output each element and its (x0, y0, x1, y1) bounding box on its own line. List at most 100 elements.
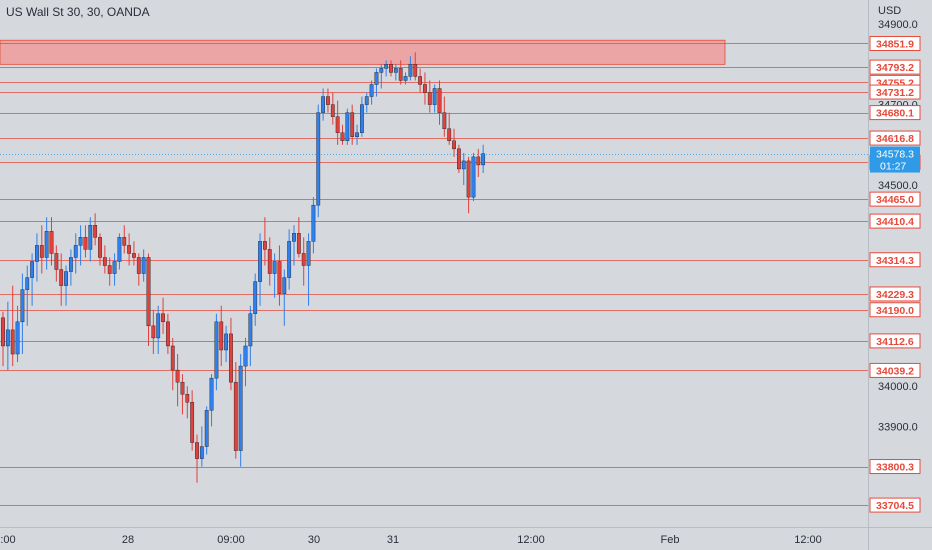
level-label-box (869, 59, 921, 75)
level-label-box (869, 84, 921, 100)
level-label: 34410.4 (876, 216, 914, 228)
candle-body (83, 237, 88, 250)
level-label: 34793.2 (876, 62, 914, 74)
level-label: 34229.3 (876, 289, 914, 301)
candle-body (457, 148, 461, 170)
candle-body (54, 253, 59, 270)
candle-body (102, 257, 107, 266)
candle-body (199, 446, 204, 459)
candle-body (151, 325, 156, 339)
candle-body (442, 112, 447, 129)
candle-body (175, 369, 180, 383)
symbol-title: US Wall St 30, 30, OANDA (6, 5, 150, 19)
candle-body (161, 313, 165, 323)
candle-body (98, 237, 102, 258)
candle-body (292, 233, 296, 242)
level-label: 34314.3 (876, 255, 914, 267)
candle-body (190, 402, 195, 443)
level-label: 34465.0 (876, 194, 914, 206)
level-label: 33800.3 (876, 462, 914, 474)
candle-body (10, 329, 15, 355)
candle-body (224, 333, 228, 351)
x-tick-label: 12:00 (794, 534, 822, 546)
x-tick-label: 09:00 (217, 534, 245, 546)
candle-body (170, 345, 175, 371)
x-tick-label: Feb (661, 534, 680, 546)
candle-body (461, 160, 466, 170)
candle-body (379, 68, 384, 73)
last-price-label: 34578.3 (876, 149, 914, 161)
candle-body (68, 257, 73, 272)
candle-body (180, 381, 185, 395)
candle-body (248, 313, 253, 347)
candle-body (427, 92, 432, 105)
last-price-box (870, 146, 920, 173)
level-label: 34112.6 (876, 336, 914, 348)
candle-body (471, 156, 476, 198)
candle-body (393, 68, 398, 73)
candle-body (253, 281, 258, 314)
level-label-box (869, 191, 921, 207)
candle-body (112, 261, 117, 274)
candle-body (384, 64, 389, 69)
level-label-box (869, 286, 921, 302)
candle-body (403, 76, 408, 81)
candle-body (355, 132, 359, 137)
level-label-box (869, 497, 921, 513)
resistance-zone (0, 39, 726, 65)
candle-body (326, 96, 330, 105)
candle-body (107, 265, 112, 274)
level-label: 34680.1 (876, 108, 914, 120)
candle-body (340, 132, 345, 142)
candle-body (447, 128, 452, 142)
candle-body (476, 156, 481, 166)
candle-body (122, 237, 127, 246)
candle-body (413, 64, 418, 77)
candle-body (306, 241, 311, 266)
level-label-box (869, 213, 921, 229)
level-label: 34616.8 (876, 133, 914, 145)
candle-body (238, 365, 243, 451)
level-label-box (869, 333, 921, 349)
candle-body (73, 245, 78, 258)
y-tick-label: 34000.0 (878, 381, 918, 393)
candle-body (321, 96, 325, 113)
candle-body (389, 64, 393, 73)
candle-body (282, 277, 287, 294)
x-tick-label: 30 (308, 534, 320, 546)
candle-body (364, 96, 369, 105)
y-tick-label: 34900.0 (878, 19, 918, 31)
candle-body (408, 64, 413, 77)
candle-body (287, 241, 292, 278)
level-label-box (869, 130, 921, 146)
candle-body (423, 84, 427, 93)
candle-body (350, 112, 355, 137)
candle-body (267, 249, 272, 274)
candle-body (146, 257, 151, 327)
countdown-label: 01:27 (880, 161, 906, 173)
candle-body (35, 245, 39, 262)
x-tick-label: :00 (0, 534, 15, 546)
level-label: 34190.0 (876, 305, 914, 317)
x-tick-label: 31 (387, 534, 399, 546)
candle-body (311, 204, 316, 242)
candle-body (452, 140, 456, 150)
candle-body (418, 76, 422, 85)
candle-body (156, 313, 161, 339)
level-label-box (869, 362, 921, 378)
candle-body (78, 237, 83, 246)
candle-body (132, 253, 136, 258)
candle-body (360, 104, 364, 133)
candle-body (296, 233, 301, 254)
candle-body (330, 104, 335, 117)
candle-body (335, 116, 340, 133)
level-label-box (869, 459, 921, 475)
x-tick-label: 28 (122, 534, 134, 546)
candle-body (243, 345, 248, 367)
candle-body (316, 112, 321, 206)
candle-body (301, 253, 306, 266)
candle-body (165, 321, 170, 347)
level-label: 34039.2 (876, 365, 914, 377)
